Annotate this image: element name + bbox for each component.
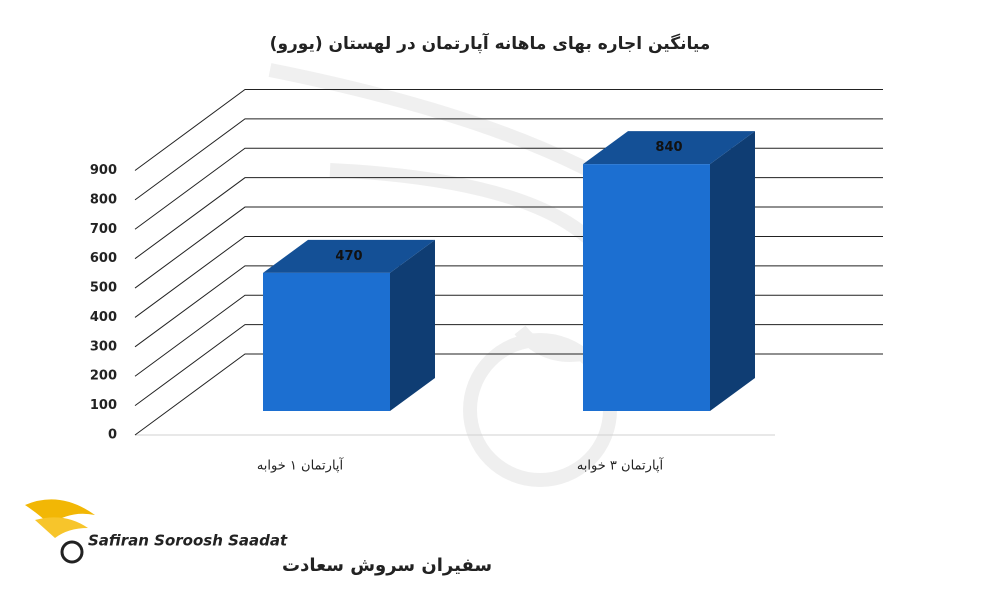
logo-wing: [35, 517, 88, 538]
y-tick-label: 900: [90, 163, 117, 178]
grid-line: [134, 265, 883, 348]
grid-line: [134, 89, 883, 171]
logo-swirl: [60, 540, 84, 564]
y-tick-label: 600: [90, 251, 117, 266]
bar-top: [263, 239, 435, 273]
x-tick-label: آپارتمان ۳ خوابه: [577, 457, 665, 474]
grid-line: [134, 294, 883, 377]
grid-line: [134, 118, 883, 201]
y-tick-label: 200: [90, 369, 117, 384]
bar: [583, 131, 755, 411]
grid-line: [134, 206, 883, 289]
bar-front: [583, 164, 710, 411]
x-tick-label: آپارتمان ۱ خوابه: [257, 457, 345, 474]
value-label: 840: [655, 140, 682, 155]
value-label: 470: [335, 249, 362, 264]
y-tick-label: 300: [90, 339, 117, 354]
y-tick-label: 800: [90, 192, 117, 207]
logo-latin: Safiran Soroosh Saadat: [88, 532, 288, 550]
logo-wing: [25, 499, 95, 525]
bar-side: [710, 131, 755, 411]
bar-side: [390, 239, 435, 411]
y-tick-label: 400: [90, 310, 117, 325]
logo: Safiran Soroosh Saadat سفیران سروش سعادت: [25, 499, 492, 576]
y-tick-label: 500: [90, 281, 117, 296]
y-tick-label: 100: [90, 398, 117, 413]
bar-front: [263, 272, 390, 411]
bar-top: [583, 131, 755, 165]
chart-title: میانگین اجاره بهای ماهانه آپارتمان در له…: [270, 32, 711, 54]
logo-persian: سفیران سروش سعادت: [282, 555, 492, 576]
grid-line: [134, 353, 883, 436]
grid-line: [134, 235, 883, 318]
grid-line: [134, 147, 883, 230]
bar: [263, 239, 435, 411]
y-tick-label: 700: [90, 222, 117, 237]
y-tick-label: 0: [108, 428, 117, 443]
grid-line: [134, 324, 883, 407]
